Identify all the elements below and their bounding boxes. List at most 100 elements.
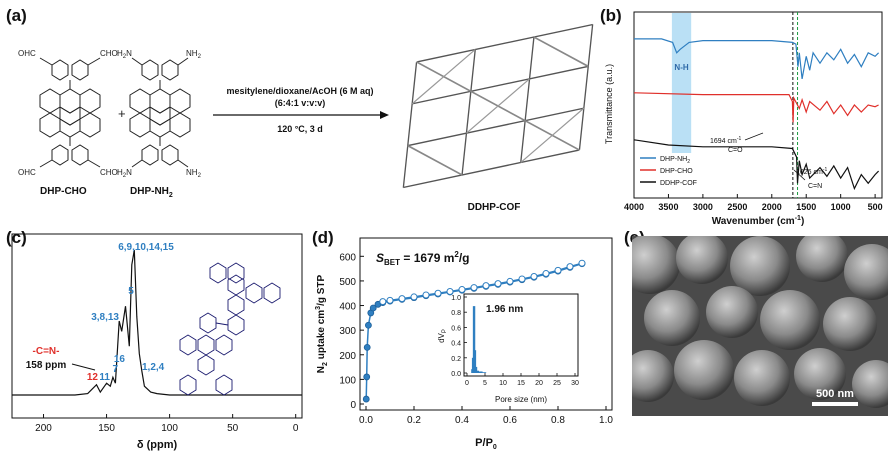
adsorption-point <box>362 395 370 403</box>
inset-y-tick-label: 0.6 <box>451 325 461 332</box>
inset-y-tick-label: 1.0 <box>451 295 461 302</box>
ftir-x-ticks: 4000 3500 3000 2500 2000 1500 1000 500 <box>624 194 883 212</box>
isotherm-x-tick-label: 0.6 <box>503 415 517 426</box>
scale-bar <box>812 402 858 406</box>
pore-peak-label: 1.96 nm <box>486 304 523 315</box>
condition-line2: (6:4:1 v:v:v) <box>275 98 326 108</box>
inset-ticks: 0.0 0.2 0.4 0.6 0.8 1.0 0 5 10 15 20 25 30 <box>451 295 579 387</box>
plus-sign: + <box>118 106 126 121</box>
desorption-point <box>434 289 442 297</box>
c-n-annotation-arrow <box>793 169 806 181</box>
ftir-x-axis-label: Wavenumber (cm-1) <box>712 215 805 227</box>
isotherm-points <box>362 259 586 403</box>
desorption-point <box>554 266 562 274</box>
nmr-tick-label: 100 <box>161 423 178 434</box>
isotherm-x-axis-label: P/P0 <box>475 437 497 451</box>
cho-group-bl: OHC <box>18 168 36 177</box>
c-o-annotation-arrow <box>744 132 764 141</box>
cho-group-tr: CHO <box>100 49 118 58</box>
imine-label: -C=N- <box>33 346 60 357</box>
isotherm-y-tick-label: 200 <box>339 351 356 362</box>
reactant1-label: DHP-CHO <box>40 186 87 197</box>
ftir-series-dhp-cho <box>633 92 879 123</box>
nmr-chart: 200 150 100 50 0 δ (ppm) 6,9,10,14,15 5 3,8,… <box>11 233 303 451</box>
isotherm-y-tick-label: 100 <box>339 375 356 386</box>
isotherm-y-tick-label: 600 <box>339 252 356 263</box>
peak-label-11: 11 <box>99 372 110 383</box>
ftir-tick-label: 2500 <box>727 202 747 212</box>
nmr-x-ticks: 200 150 100 50 0 <box>35 414 299 434</box>
nh2-group-tl: H2N <box>117 49 132 60</box>
inset-x-tick-label: 5 <box>483 380 487 387</box>
inset-y-tick-label: 0.8 <box>451 310 461 317</box>
pore-size-bar <box>482 372 485 373</box>
panel-a-label: (a) <box>6 6 27 25</box>
desorption-point <box>542 270 550 278</box>
pore-size-bar <box>476 370 479 373</box>
imine-ppm-label: 158 ppm <box>26 360 67 371</box>
peak-label-1-2-4: 1,2,4 <box>142 362 165 373</box>
scale-bar-label: 500 nm <box>816 388 854 400</box>
peak-label-7: 7 <box>112 364 118 375</box>
ftir-y-axis-label: Transmittance (a.u.) <box>604 64 614 144</box>
desorption-point <box>506 277 514 285</box>
ftir-tick-label: 4000 <box>624 202 644 212</box>
adsorption-point <box>363 373 371 381</box>
pore-size-bar <box>474 366 478 373</box>
pore-size-bar <box>483 372 487 373</box>
inset-y-tick-label: 0.4 <box>451 341 461 348</box>
ftir-tick-label: 2000 <box>762 202 782 212</box>
ftir-plot-frame <box>633 11 883 199</box>
inset-x-tick-label: 25 <box>553 380 561 387</box>
nh2-group-tr: NH2 <box>186 49 202 60</box>
ftir-tick-label: 1000 <box>831 202 851 212</box>
panel-a-scheme: OHC CHO OHC CHO + H2N NH2 H2N NH2 DHP-CH… <box>18 23 594 213</box>
pore-size-bar <box>472 306 476 373</box>
ftir-tick-label: 3500 <box>658 202 678 212</box>
c-n-annotation-value: 1626 cm-1 <box>796 167 828 176</box>
legend-entry: DHP-NH2 <box>660 156 690 165</box>
adsorption-point <box>363 343 371 351</box>
peak-label-3-8-13: 3,8,13 <box>91 312 119 323</box>
inset-x-tick-label: 20 <box>535 380 543 387</box>
legend-entry: DHP-CHO <box>660 168 693 175</box>
condition-line1: mesitylene/dioxane/AcOH (6 M aq) <box>226 86 373 96</box>
cho-group-br: CHO <box>100 168 118 177</box>
inset-x-tick-label: 0 <box>465 380 469 387</box>
ftir-chart: N-H 4000 3500 3000 2500 2000 1500 1000 500 Tran… <box>604 11 883 227</box>
desorption-point <box>410 293 418 301</box>
c-o-annotation-value: 1694 cm-1 <box>710 136 742 145</box>
panel-b-label: (b) <box>600 6 622 25</box>
desorption-point <box>566 263 574 271</box>
desorption-point <box>578 259 586 267</box>
dhp-cho-structure <box>39 57 101 168</box>
isotherm-y-tick-label: 0 <box>350 400 356 411</box>
peak-label-16: 16 <box>114 354 126 365</box>
pore-size-bar <box>478 371 481 373</box>
nmr-tick-label: 0 <box>293 423 299 434</box>
cho-group-tl: OHC <box>18 49 36 58</box>
c-n-annotation-group: C=N <box>808 183 822 190</box>
desorption-point <box>458 286 466 294</box>
nh-band-label: N-H <box>674 63 688 72</box>
adsorption-point <box>369 304 377 312</box>
desorption-point <box>446 288 454 296</box>
nmr-plot-frame <box>11 233 303 419</box>
legend-entry: DDHP-COF <box>660 180 697 187</box>
nmr-tick-label: 200 <box>35 423 52 434</box>
pore-size-inset-frame <box>463 293 579 377</box>
isotherm-x-tick-label: 0.8 <box>551 415 565 426</box>
reactant2-label: DHP-NH2 <box>130 186 173 199</box>
isotherm-x-tick-label: 0.2 <box>407 415 421 426</box>
sem-image: 500 nm <box>632 236 888 416</box>
dhp-nh2-structure <box>129 57 191 168</box>
isotherm-plot-frame <box>359 237 613 411</box>
inset-x-tick-label: 30 <box>571 380 579 387</box>
desorption-point <box>530 272 538 280</box>
isotherm-y-axis-label: N2 uptake cm3/g STP <box>315 274 329 373</box>
nh2-group-bl: H2N <box>117 168 132 179</box>
nmr-tick-label: 50 <box>227 423 239 434</box>
peak-label-6-9-10-14-15: 6,9,10,14,15 <box>118 242 174 253</box>
ftir-tick-label: 1500 <box>796 202 816 212</box>
